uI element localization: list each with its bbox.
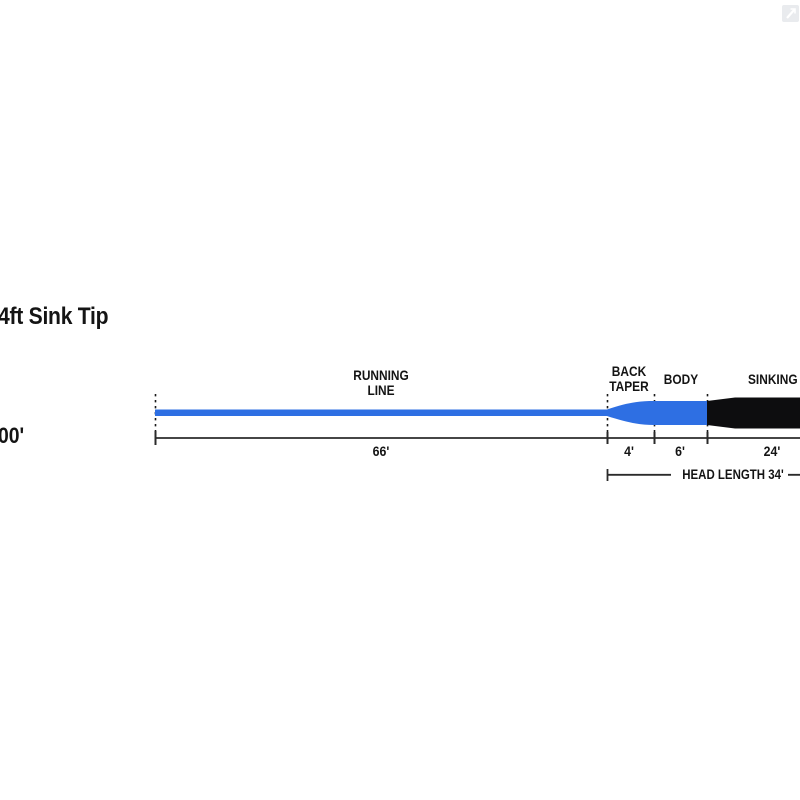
measurement-body: 6' <box>675 443 685 459</box>
expand-image-button[interactable] <box>782 5 799 22</box>
label-back-taper-1: BACK <box>611 363 647 379</box>
product-title: 4ft Sink Tip <box>0 303 109 330</box>
measurement-back-taper: 4' <box>624 443 634 459</box>
label-running-line-2: LINE <box>367 382 395 398</box>
fly-line-blue-section <box>155 401 707 425</box>
label-running-line-1: RUNNING <box>353 367 409 383</box>
label-running-line: RUNNING LINE <box>353 368 409 398</box>
head-length-bracket <box>606 469 800 481</box>
label-back-taper: BACK TAPER <box>609 364 648 394</box>
measurement-running-line: 66' <box>372 443 390 459</box>
label-body: BODY <box>663 371 699 387</box>
expand-icon <box>786 8 796 19</box>
total-length-label: 00' <box>0 423 25 448</box>
measurement-ticks <box>154 431 709 445</box>
measurement-sinking-tip: 24' <box>763 443 781 459</box>
fly-line-sinking-tip-section <box>707 397 800 429</box>
label-back-taper-2: TAPER <box>609 378 649 394</box>
head-length-label: HEAD LENGTH 34' <box>682 467 784 482</box>
label-sinking-tip: SINKING TIP <box>748 371 800 387</box>
